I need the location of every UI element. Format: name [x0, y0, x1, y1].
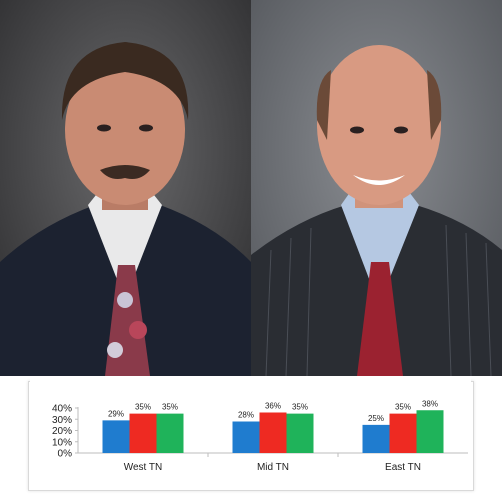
chart-panel: 40% 30% 20% 10% 0% 29% 35% 35% West TN 28% 36% 35% M…: [30, 378, 471, 488]
bar-data-label: 35%: [135, 403, 151, 412]
bar: [232, 421, 260, 453]
x-category-label: West TN: [124, 462, 163, 473]
bar-chart: 40%30%20%10%0% 29% 35% 35% West TN 28% 36% 35% M…: [52, 399, 468, 473]
bar: [129, 413, 157, 453]
y-tick-label: 0%: [58, 449, 73, 460]
bar-data-label: 35%: [292, 403, 308, 412]
bar-data-label: 29%: [108, 409, 124, 418]
x-category-label: East TN: [385, 462, 421, 473]
bar-data-label: 38%: [422, 399, 438, 408]
bar: [389, 413, 417, 453]
y-tick-label: 40%: [52, 404, 72, 415]
bar-data-label: 35%: [162, 403, 178, 412]
bar-data-label: 36%: [265, 402, 281, 411]
bar: [259, 412, 287, 453]
bar: [102, 420, 130, 453]
bar-data-label: 28%: [238, 411, 254, 420]
y-tick-label: 30%: [52, 415, 72, 426]
bar-data-label: 35%: [395, 403, 411, 412]
bar-data-label: 25%: [368, 414, 384, 423]
portrait-left: [0, 0, 251, 376]
x-category-label: Mid TN: [257, 462, 289, 473]
y-tick-label: 10%: [52, 437, 72, 448]
bar: [286, 413, 314, 453]
y-tick-label: 20%: [52, 426, 72, 437]
portrait-right: [251, 0, 502, 376]
bar: [362, 424, 390, 453]
portrait-photos: [0, 0, 502, 376]
bar: [416, 410, 444, 453]
bar: [156, 413, 184, 453]
